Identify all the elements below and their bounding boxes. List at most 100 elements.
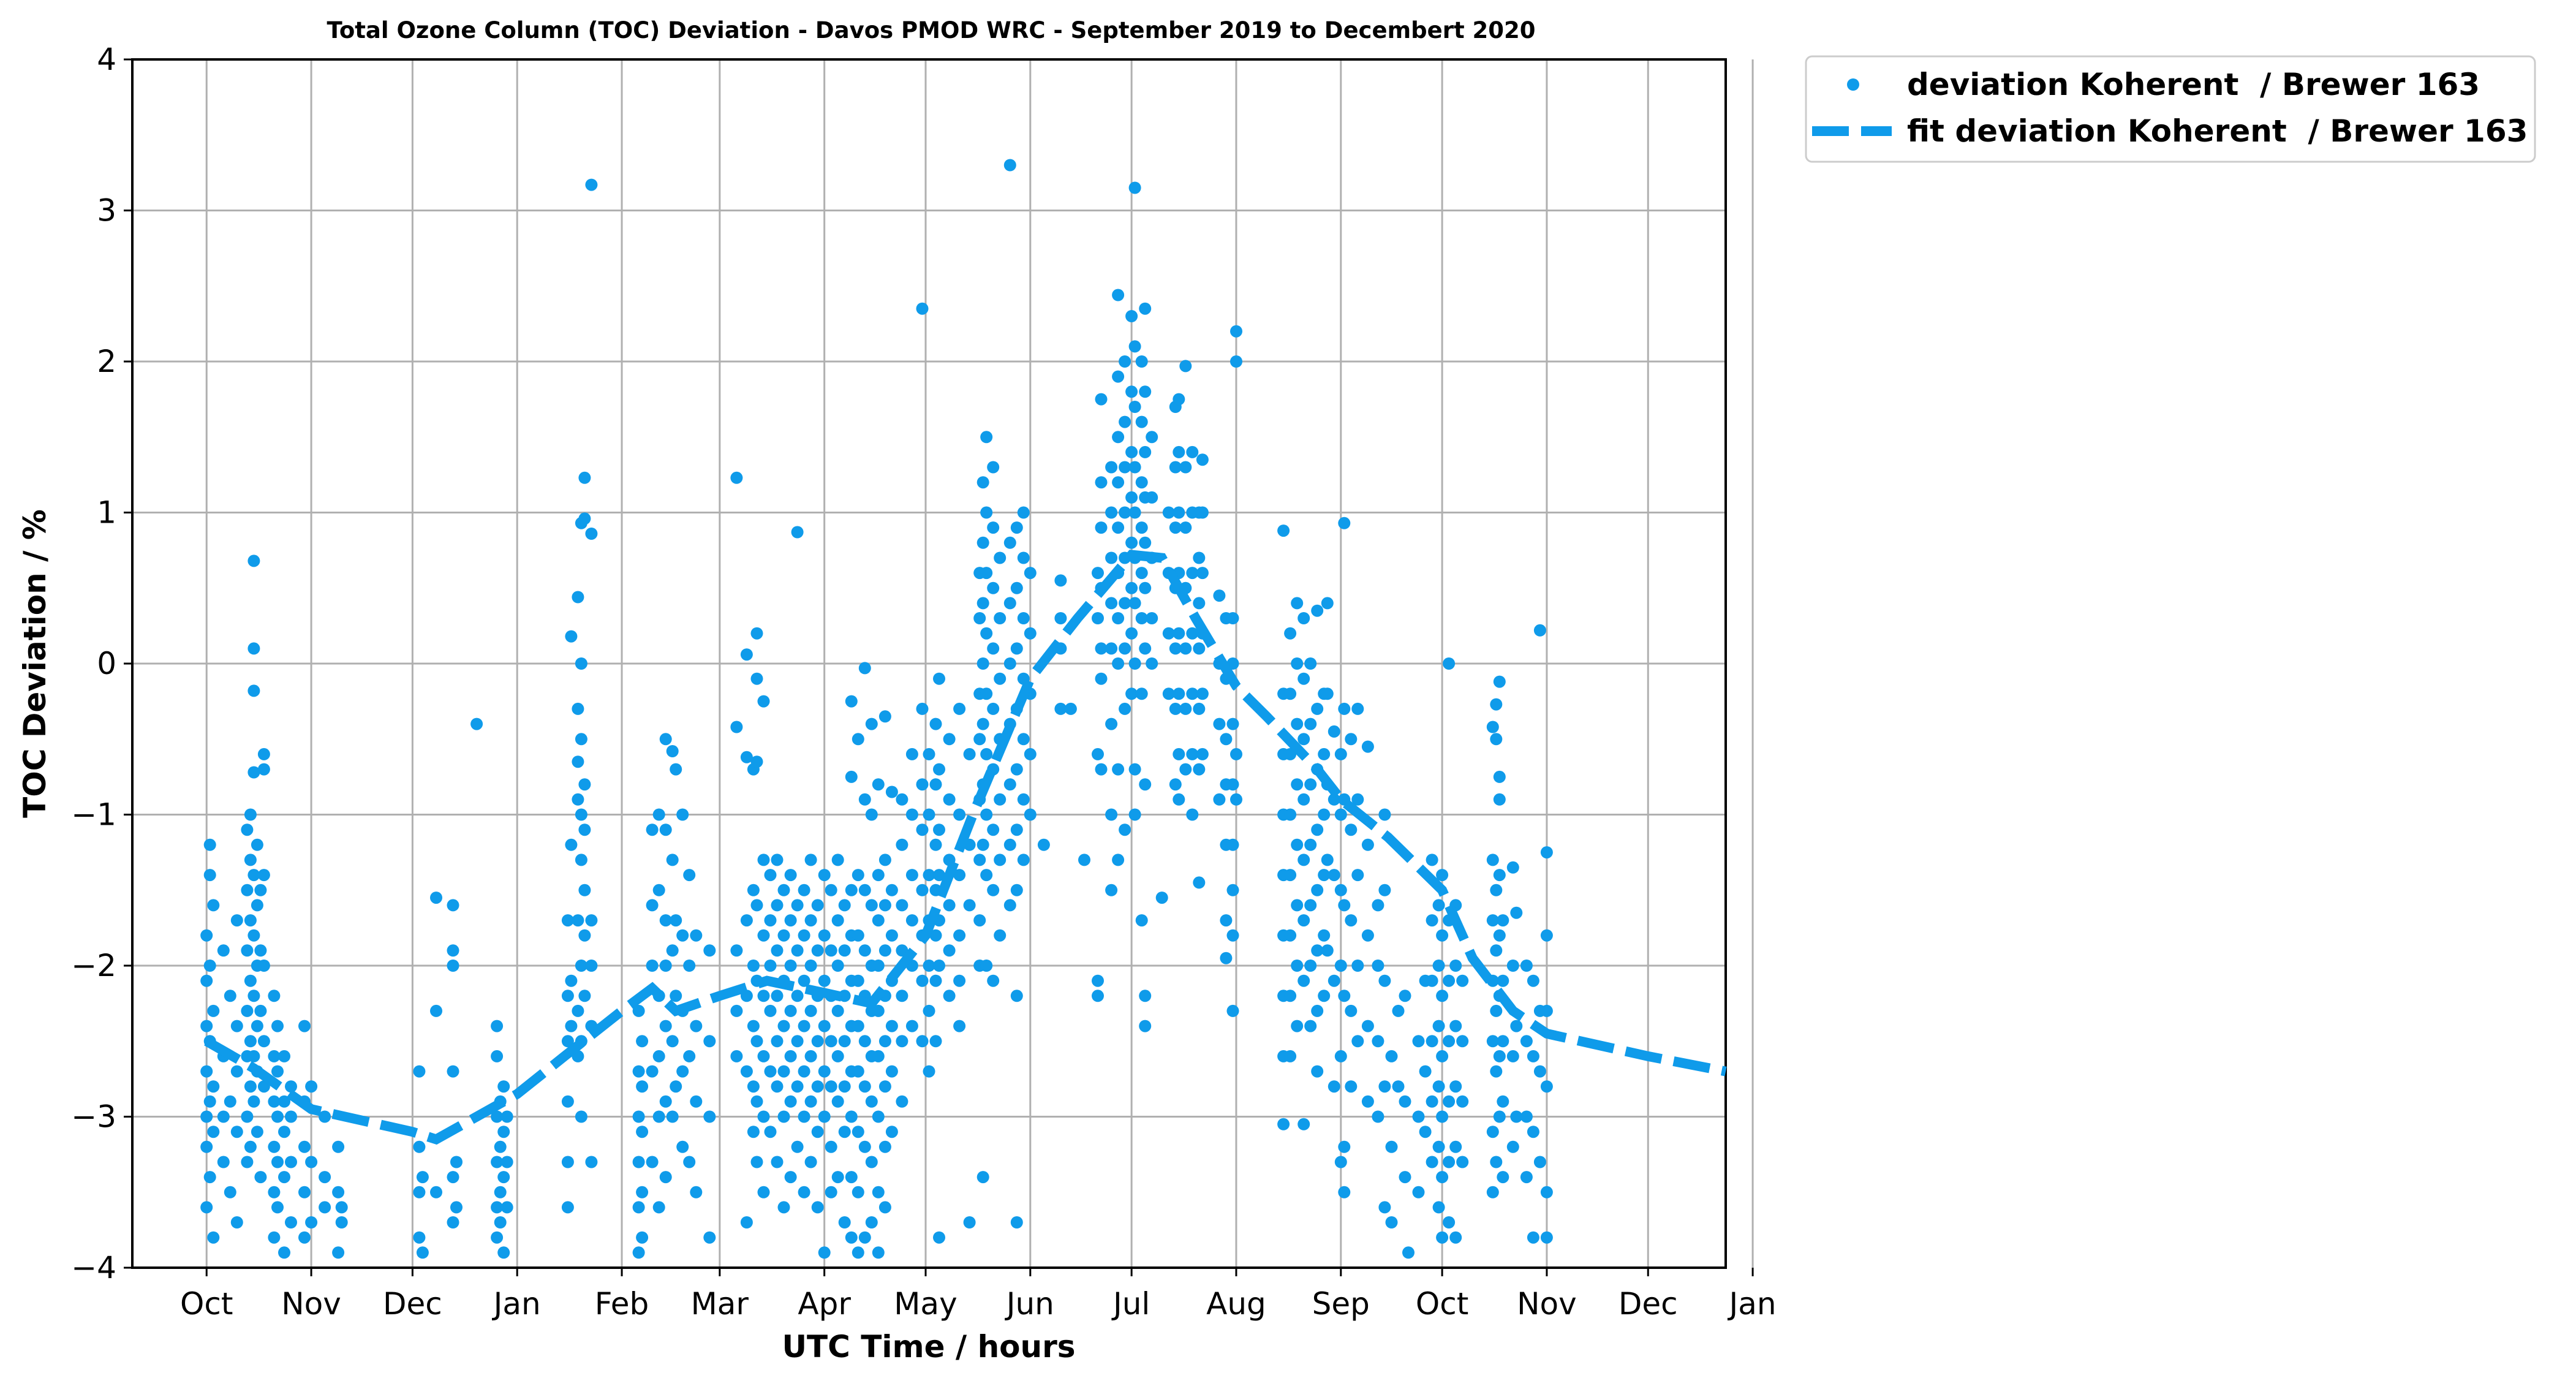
data-point — [666, 1035, 679, 1048]
data-point — [1017, 551, 1030, 564]
data-point — [1169, 702, 1182, 715]
data-point — [659, 733, 672, 746]
data-point — [1351, 1035, 1364, 1048]
data-point — [1119, 415, 1131, 428]
data-point — [825, 1035, 837, 1048]
data-point — [254, 884, 267, 896]
data-point — [1486, 721, 1499, 733]
data-point — [811, 1126, 824, 1138]
data-point — [690, 1095, 703, 1108]
data-point — [251, 1126, 263, 1138]
data-point — [578, 512, 591, 525]
data-point — [1311, 702, 1324, 715]
data-point — [838, 899, 851, 912]
data-point — [1226, 717, 1239, 730]
data-point — [1284, 1050, 1297, 1062]
data-point — [1095, 642, 1108, 655]
data-point — [1186, 627, 1199, 640]
data-point — [278, 1050, 290, 1062]
data-point — [494, 1186, 507, 1198]
data-point — [872, 1246, 885, 1259]
data-point — [1443, 1216, 1456, 1228]
data-point — [1024, 567, 1037, 580]
data-point — [1540, 1186, 1553, 1198]
data-point — [1297, 974, 1310, 987]
data-point — [1226, 1004, 1239, 1017]
data-point — [1017, 733, 1030, 746]
y-tick-label: −2 — [71, 948, 116, 983]
data-point — [1105, 808, 1118, 821]
data-point — [646, 823, 659, 836]
data-point — [271, 1110, 284, 1123]
data-point — [1135, 612, 1148, 624]
data-point — [200, 1110, 213, 1123]
data-point — [676, 1065, 689, 1078]
data-point — [1520, 1171, 1533, 1184]
data-point — [1436, 1171, 1449, 1184]
data-point — [976, 717, 989, 730]
data-point — [491, 1201, 504, 1214]
data-point — [271, 1020, 284, 1032]
data-point — [872, 1050, 885, 1062]
data-point — [447, 1216, 459, 1228]
data-point — [916, 823, 929, 836]
data-point — [916, 778, 929, 791]
data-point — [1328, 725, 1340, 738]
data-point — [1173, 445, 1185, 458]
data-point — [254, 944, 267, 957]
data-point — [1334, 884, 1347, 896]
data-point — [852, 1126, 864, 1138]
data-point — [1193, 551, 1206, 564]
data-point — [659, 1020, 672, 1032]
data-point — [500, 1156, 513, 1168]
data-point — [1378, 884, 1391, 896]
data-point — [980, 431, 993, 444]
data-point — [757, 1110, 770, 1123]
data-point — [247, 869, 260, 882]
data-point — [241, 944, 254, 957]
data-point — [905, 1020, 918, 1032]
data-point — [659, 823, 672, 836]
data-point — [1128, 506, 1141, 519]
data-point — [980, 627, 993, 640]
data-point — [1449, 1140, 1462, 1153]
data-point — [923, 748, 935, 760]
data-point — [1179, 642, 1192, 655]
data-point — [764, 960, 777, 972]
data-point — [804, 1050, 817, 1062]
data-point — [1456, 1035, 1469, 1048]
data-point — [1385, 1216, 1398, 1228]
data-point — [1220, 733, 1233, 746]
data-point — [1139, 302, 1152, 315]
data-point — [852, 929, 864, 942]
data-point — [896, 990, 908, 1002]
data-point — [1169, 521, 1182, 534]
data-point — [1426, 974, 1438, 987]
data-point — [1193, 642, 1206, 655]
data-point — [980, 506, 993, 519]
data-point — [703, 1110, 716, 1123]
data-point — [1443, 1035, 1456, 1048]
data-point — [298, 1020, 311, 1032]
data-point — [1426, 1156, 1438, 1168]
data-point — [1311, 823, 1324, 836]
data-point — [1345, 1004, 1358, 1017]
data-point — [798, 929, 810, 942]
data-point — [1146, 657, 1158, 670]
data-point — [1135, 355, 1148, 368]
data-point — [1119, 823, 1131, 836]
data-point — [885, 1126, 898, 1138]
data-point — [858, 793, 871, 806]
data-point — [933, 823, 945, 836]
data-point — [1112, 657, 1125, 670]
data-point — [203, 1095, 216, 1108]
data-point — [929, 929, 942, 942]
data-point — [1054, 702, 1067, 715]
data-point — [1432, 1201, 1445, 1214]
data-point — [676, 929, 689, 942]
y-tick-label: −3 — [71, 1099, 116, 1135]
data-point — [666, 944, 679, 957]
data-point — [740, 1065, 753, 1078]
x-tick-label: Oct — [1416, 1286, 1468, 1322]
grid-lines — [132, 58, 1754, 1269]
